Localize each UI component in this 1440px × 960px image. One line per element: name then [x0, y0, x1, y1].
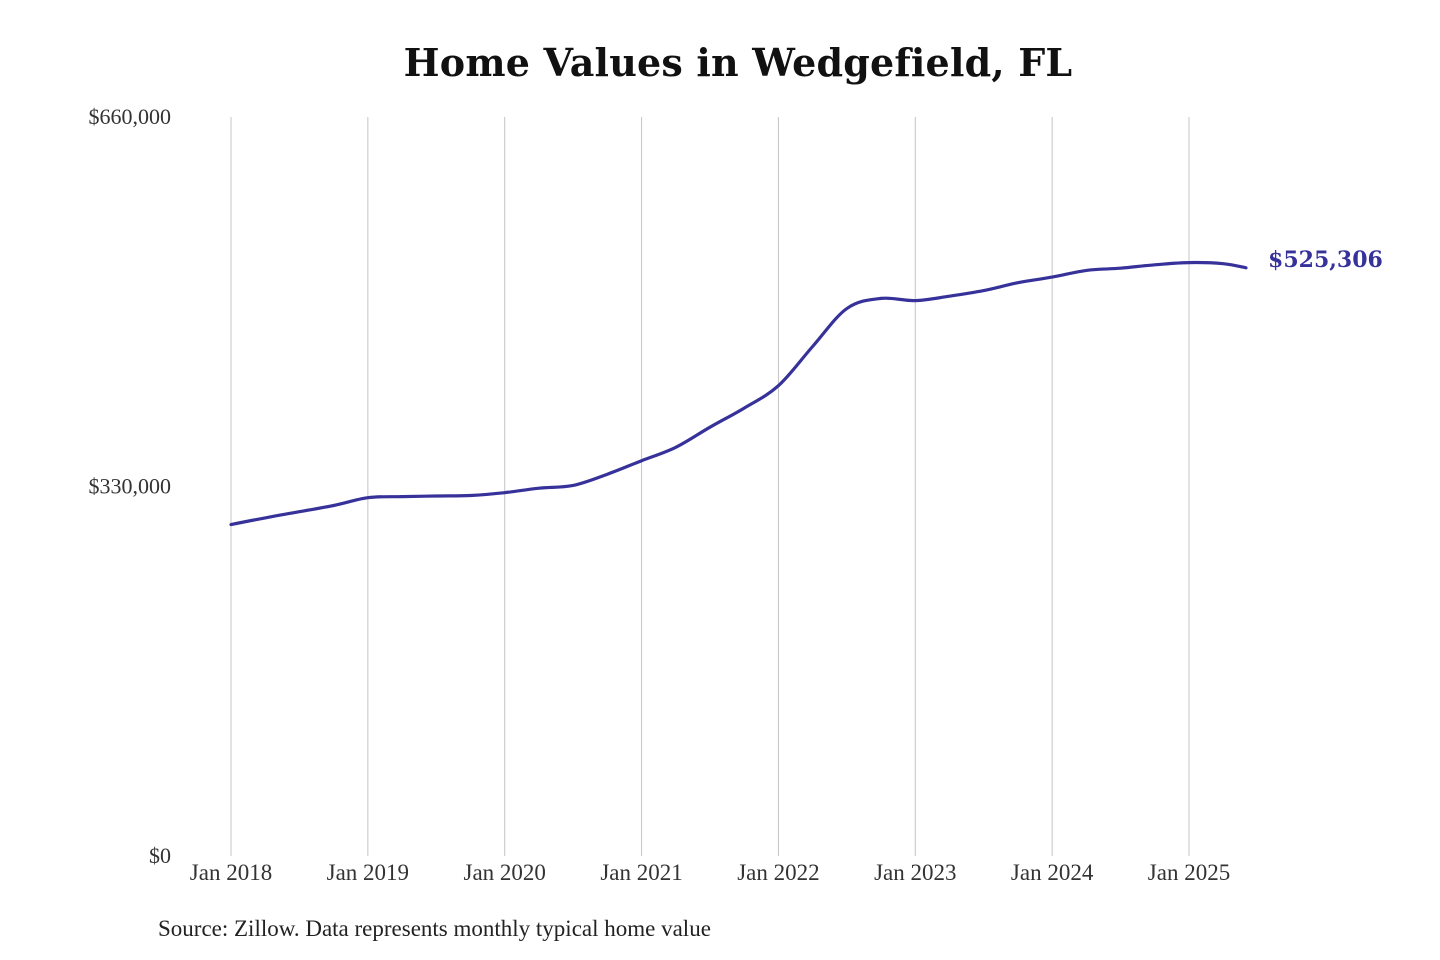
series-lines — [229, 260, 1248, 527]
y-tick-label: $0 — [149, 843, 171, 868]
end-value-label: $525,306 — [1268, 247, 1383, 273]
x-tick-label: Jan 2025 — [1148, 860, 1230, 885]
x-tick-label: Jan 2024 — [1011, 860, 1094, 885]
x-tick-label: Jan 2019 — [327, 860, 409, 885]
series-line-0 — [229, 260, 1248, 527]
x-tick-label: Jan 2018 — [190, 860, 272, 885]
y-axis-labels: $0 $330,000 $660,000 — [89, 104, 172, 868]
y-tick-label: $330,000 — [89, 474, 172, 499]
x-tick-label: Jan 2021 — [600, 860, 682, 885]
x-axis-labels: Jan 2018 Jan 2019 Jan 2020 Jan 2021 Jan 2022… — [190, 860, 1230, 885]
x-tick-label: Jan 2023 — [874, 860, 956, 885]
chart-title: Home Values in Wedgefield, FL — [403, 40, 1073, 85]
x-tick-label: Jan 2022 — [737, 860, 819, 885]
source-note: Source: Zillow. Data represents monthly … — [158, 916, 711, 941]
y-tick-label: $660,000 — [89, 104, 172, 129]
x-tick-label: Jan 2020 — [464, 860, 546, 885]
gridlines — [230, 117, 1190, 856]
end-value-labels: $525,306 — [1268, 247, 1383, 273]
